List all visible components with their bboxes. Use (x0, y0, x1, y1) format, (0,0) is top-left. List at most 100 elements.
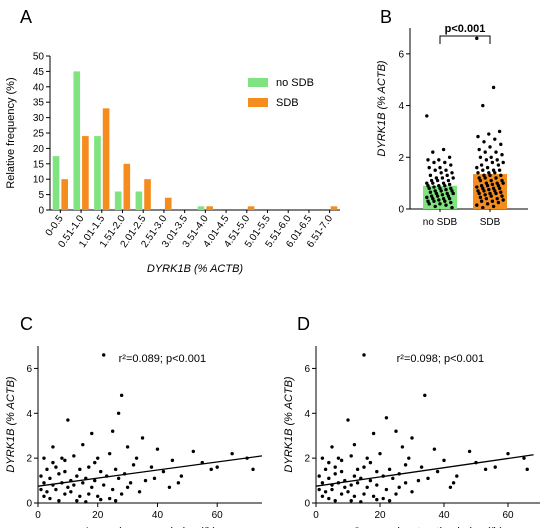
panel-b-point (446, 194, 451, 198)
panel-d-point (493, 465, 497, 469)
panel-b-point (499, 173, 503, 178)
panel-d-x-tick-label: 60 (502, 510, 514, 521)
panel-c-point (84, 500, 88, 504)
panel-c-point (72, 483, 76, 487)
panel-b-point (477, 191, 481, 196)
panel-a-y-tick-label: 45 (33, 67, 45, 78)
panel-a-legend-swatch-no-sdb (248, 78, 268, 87)
panel-b-point (426, 158, 430, 162)
panel-c-point (45, 467, 49, 472)
panel-c-point (96, 494, 100, 498)
panel-b-point (488, 145, 492, 149)
panel-a-bar-no-sdb (197, 206, 205, 210)
panel-b-point (438, 165, 442, 170)
panel-b-point (441, 196, 446, 201)
panel-b-point (450, 189, 454, 193)
panel-a-y-tick-label: 50 (33, 52, 45, 63)
panel-d-point (352, 474, 357, 478)
panel-b-point (496, 163, 501, 167)
panel-c-point (63, 458, 67, 463)
panel-c-point (81, 481, 85, 485)
panel-d-point (416, 478, 421, 483)
panel-c-point (78, 467, 82, 472)
panel-b-point (476, 189, 480, 193)
panel-b-point (481, 206, 485, 210)
panel-c-point (45, 490, 49, 494)
panel-b-point (449, 186, 453, 191)
panel-a-y-tick-label: 0 (38, 206, 44, 217)
panel-c-x-tick-label: 0 (35, 510, 41, 521)
panel-c-point (179, 474, 184, 478)
panel-d-point (339, 469, 344, 474)
panel-c-point (110, 487, 115, 492)
panel-c-point (63, 492, 67, 496)
panel-d-point (423, 393, 427, 398)
panel-c-point (48, 496, 52, 501)
panel-b-point (493, 171, 497, 175)
panel-a-bar-sdb (144, 179, 151, 210)
panel-d-point (467, 449, 472, 454)
panel-c-point (54, 487, 58, 492)
panel-d-point (365, 456, 369, 460)
panel-c-point (42, 494, 46, 498)
panel-d-point (320, 456, 325, 460)
panel-c-point (57, 499, 61, 503)
panel-b-point (497, 129, 502, 134)
panel-b-point (481, 103, 485, 108)
panel-a-y-axis-title: Relative frequency (%) (5, 77, 17, 188)
panel-b-point (476, 171, 480, 175)
panel-d-point (333, 499, 337, 503)
panel-c-point (107, 451, 112, 456)
panel-b-point (488, 191, 492, 196)
panel-b-point (501, 181, 505, 185)
panel-d-point (384, 416, 389, 420)
panel-b-point (485, 202, 490, 206)
panel-b-point (425, 114, 429, 118)
panel-c-y-tick-label: 4 (26, 409, 32, 420)
panel-b-point (497, 186, 502, 191)
panel-b-point (431, 150, 435, 154)
panel-d-point (403, 463, 408, 467)
panel-b-point (479, 163, 484, 167)
panel-b-point (425, 195, 429, 200)
panel-c-point (102, 483, 106, 487)
panel-b-point (439, 171, 443, 175)
panel-b-point (482, 173, 486, 178)
panel-d-point (384, 487, 389, 492)
panel-b-point (445, 191, 449, 196)
panel-c-point (99, 469, 103, 474)
panel-d-x-tick-label: 40 (438, 510, 450, 521)
panel-b-point (434, 176, 439, 180)
panel-c-regression-line (37, 455, 263, 487)
panel-label-c: C (20, 314, 33, 334)
panel-d-point (317, 474, 321, 478)
panel-c-point (42, 481, 46, 485)
panel-d-point (432, 447, 437, 451)
panel-d-point (352, 442, 357, 447)
panel-a-y-tick-label: 15 (33, 159, 45, 170)
panel-d-point (387, 467, 392, 472)
panel-c-point (60, 456, 64, 460)
panel-d-point (349, 454, 353, 458)
panel-c-point (215, 465, 219, 469)
panel-d-x-tick-label: 0 (313, 510, 319, 521)
panel-d-point (362, 492, 366, 496)
panel-b-point (482, 140, 486, 144)
panel-b-point (441, 147, 446, 152)
panel-c-point (69, 490, 73, 494)
panel-b-point (493, 137, 497, 141)
panel-b-y-tick-label: 6 (398, 49, 404, 60)
panel-d-point (355, 481, 360, 485)
panel-c-point (63, 469, 67, 474)
panel-c-point (72, 454, 76, 458)
panel-c-point (167, 485, 172, 489)
panel-b-y-tick-label: 2 (398, 153, 404, 164)
panel-label-d: D (297, 314, 310, 334)
panel-b-point (434, 191, 439, 196)
panel-b-point (482, 189, 486, 193)
panel-b-point (496, 184, 501, 188)
panel-b-point (499, 142, 503, 147)
panel-a-legend-swatch-sdb (248, 98, 268, 107)
panel-b-significance-bracket (439, 35, 491, 44)
panel-b-point (475, 203, 479, 207)
